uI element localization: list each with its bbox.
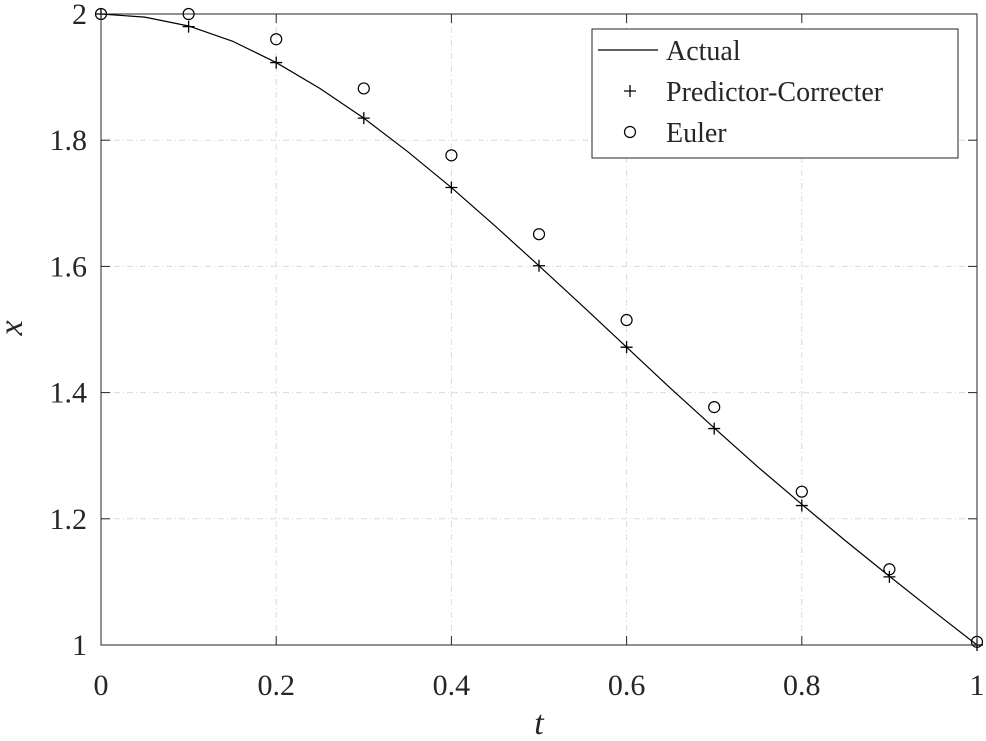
y-tick-label: 2 xyxy=(72,0,87,31)
data-point-euler xyxy=(270,33,283,46)
data-point-euler xyxy=(883,563,896,576)
y-tick-label: 1 xyxy=(72,629,87,662)
y-tick-label: 1.2 xyxy=(50,503,88,536)
data-point-euler xyxy=(445,149,458,162)
legend-label: Actual xyxy=(666,36,741,67)
legend-marker-euler xyxy=(623,125,637,139)
x-tick-label: 0 xyxy=(94,669,109,702)
data-point-euler xyxy=(708,401,721,414)
x-tick-label: 1 xyxy=(970,669,985,702)
ticks: 0 0.2 0.4 0.6 0.8 1 1 1.2 1.4 1.6 1.8 2 xyxy=(50,0,985,702)
y-axis-title: x xyxy=(0,320,30,336)
legend-marker-predictor-correcter xyxy=(624,85,636,97)
data-point-euler xyxy=(620,313,633,327)
legend: Actual Predictor-Correcter Euler xyxy=(591,28,959,159)
data-point-predictor-correcter xyxy=(270,56,283,69)
y-tick-label: 1.6 xyxy=(50,250,88,283)
y-tick-label: 1.8 xyxy=(50,124,88,157)
data-point-predictor-correcter xyxy=(182,20,195,33)
data-point-predictor-correcter xyxy=(357,112,370,125)
data-point-predictor-correcter xyxy=(883,570,896,583)
plot-frame xyxy=(100,13,978,646)
y-tick-label: 1.4 xyxy=(50,377,88,410)
data-point-euler xyxy=(182,7,195,21)
data-point-euler xyxy=(532,228,546,241)
x-axis-title: t xyxy=(534,705,545,741)
legend-label: Predictor-Correcter xyxy=(666,77,884,108)
data-point-predictor-correcter xyxy=(708,422,721,435)
x-tick-label: 0.2 xyxy=(257,669,295,702)
x-tick-label: 0.4 xyxy=(433,669,471,702)
data-point-predictor-correcter xyxy=(445,181,458,194)
legend-label: Euler xyxy=(666,118,727,149)
data-point-euler xyxy=(795,485,808,498)
data-point-predictor-correcter xyxy=(620,341,633,354)
data-point-predictor-correcter xyxy=(533,259,545,272)
x-tick-label: 0.8 xyxy=(783,669,821,702)
x-tick-label: 0.6 xyxy=(608,669,646,702)
data-point-euler xyxy=(357,82,370,95)
data-point-predictor-correcter xyxy=(795,499,808,512)
